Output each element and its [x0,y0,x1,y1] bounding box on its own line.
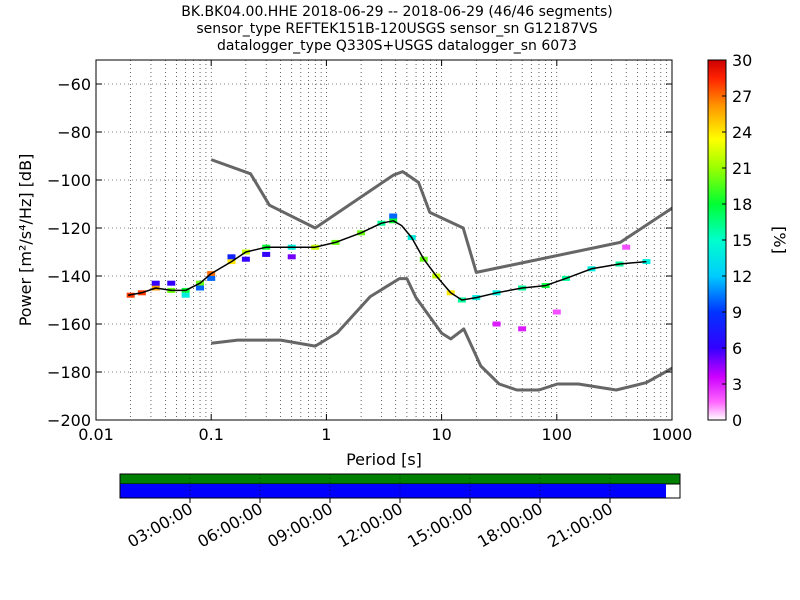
y-tick-label: −100 [47,171,91,190]
percentile-cell [262,251,271,257]
y-tick-label: −180 [47,363,91,382]
percentile-cell [552,309,561,315]
colorbar-tick-label: 6 [732,339,742,358]
psd-plot: 0.01 0.1 1 10 100 1000 −200 −180 −160 −140 −120 −1… [16,59,692,469]
x-axis-label: Period [s] [346,450,422,469]
colorbar-tick-label: 30 [732,51,752,70]
y-axis-label: Power [m²/s⁴/Hz] [dB] [16,154,35,327]
percentile-cell [167,280,176,286]
x-tick-label: 0.01 [78,425,114,444]
colorbar-tick-label: 24 [732,123,752,142]
colorbar-label: [%] [770,226,789,254]
colorbar-tick-label: 9 [732,303,742,322]
title-line-2: sensor_type REFTEK151B-120USGS sensor_sn… [196,21,597,37]
y-tick-label: −140 [47,267,91,286]
colorbar: 0 3 6 9 12 15 18 21 24 27 30 [%] [707,51,789,430]
y-tick-label: −200 [47,411,91,430]
title-line-1: BK.BK04.00.HHE 2018-06-29 -- 2018-06-29 … [181,4,613,20]
percentile-cell [518,326,527,332]
percentile-cell [151,280,160,286]
noise-model-lines-layer [127,158,672,392]
percentile-cell [227,254,236,260]
figure-title: BK.BK04.00.HHE 2018-06-29 -- 2018-06-29 … [181,4,613,54]
colorbar-tick-label: 15 [732,231,752,250]
y-tick-label: −60 [57,75,91,94]
x-tick-label: 10 [431,425,451,444]
percentile-cell [492,321,501,327]
colorbar-tick-label: 0 [732,411,742,430]
series-line-new-high-noise-model [210,158,672,274]
percentile-cell [622,244,631,250]
title-line-3: datalogger_type Q330S+USGS datalogger_sn… [217,38,577,54]
percentile-cell [389,213,398,219]
x-tick-label: 0.1 [198,425,223,444]
colorbar-tick-label: 27 [732,87,752,106]
percentile-cell [287,254,296,260]
y-tick-label: −120 [47,219,91,238]
timeline-data-fill [120,484,666,498]
colorbar-ticks: 0 3 6 9 12 15 18 21 24 27 30 [722,51,752,430]
percentile-cell [207,275,216,281]
series-line-mode [127,220,647,301]
x-tick-label: 1 [321,425,331,444]
plot-frame [95,59,673,421]
x-tick-label: 100 [542,425,573,444]
x-tick-label: 1000 [652,425,693,444]
percentile-cell [181,292,190,298]
y-axis-ticks: −200 −180 −160 −140 −120 −100 −80 −60 [47,75,672,430]
colorbar-tick-label: 18 [732,195,752,214]
y-tick-label: −80 [57,123,91,142]
colorbar-tick-label: 3 [732,375,742,394]
percentile-cell [642,259,651,265]
colorbar-tick-label: 21 [732,159,752,178]
series-line-new-low-noise-model [211,277,672,392]
grid-layer [95,60,672,421]
x-axis-ticks: 0.01 0.1 1 10 100 1000 [78,60,692,444]
colorbar-tick-label: 12 [732,267,752,286]
percentile-cell [196,285,205,291]
percentile-cell [241,256,250,262]
y-tick-label: −160 [47,315,91,334]
